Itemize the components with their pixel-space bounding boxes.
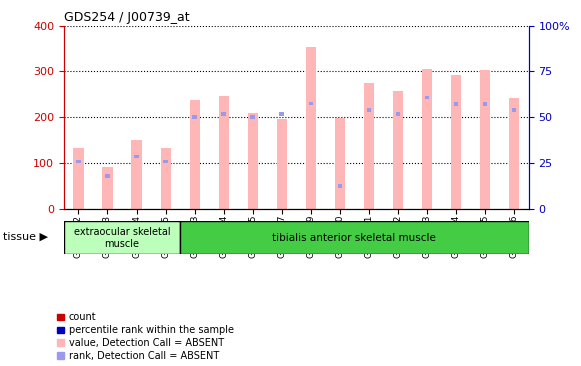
- Bar: [338, 184, 342, 187]
- Bar: [509, 98, 519, 209]
- Bar: [189, 100, 200, 209]
- Bar: [306, 46, 316, 209]
- Bar: [279, 112, 284, 116]
- Text: tissue ▶: tissue ▶: [3, 232, 48, 242]
- Bar: [163, 160, 168, 163]
- Bar: [309, 101, 313, 105]
- Bar: [335, 118, 345, 209]
- Bar: [76, 160, 81, 163]
- Bar: [248, 113, 258, 209]
- Text: GDS254 / J00739_at: GDS254 / J00739_at: [64, 11, 189, 25]
- Bar: [250, 115, 255, 119]
- Bar: [73, 148, 84, 209]
- Bar: [218, 96, 229, 209]
- FancyBboxPatch shape: [64, 221, 180, 254]
- Bar: [277, 119, 287, 209]
- Bar: [512, 108, 517, 112]
- Bar: [396, 112, 400, 116]
- Bar: [483, 102, 487, 106]
- Bar: [454, 102, 458, 106]
- Bar: [105, 174, 110, 178]
- Bar: [480, 71, 490, 209]
- Bar: [422, 69, 432, 209]
- Text: extraocular skeletal
muscle: extraocular skeletal muscle: [74, 227, 170, 249]
- Legend: count, percentile rank within the sample, value, Detection Call = ABSENT, rank, : count, percentile rank within the sample…: [57, 313, 234, 361]
- Text: tibialis anterior skeletal muscle: tibialis anterior skeletal muscle: [272, 233, 436, 243]
- Bar: [134, 155, 139, 158]
- Bar: [425, 96, 429, 99]
- Bar: [192, 115, 197, 119]
- FancyBboxPatch shape: [180, 221, 529, 254]
- Bar: [393, 90, 403, 209]
- Bar: [451, 75, 461, 209]
- Bar: [367, 108, 371, 112]
- Bar: [102, 168, 113, 209]
- Bar: [160, 148, 171, 209]
- Bar: [131, 140, 142, 209]
- Bar: [221, 112, 226, 116]
- Bar: [364, 83, 374, 209]
